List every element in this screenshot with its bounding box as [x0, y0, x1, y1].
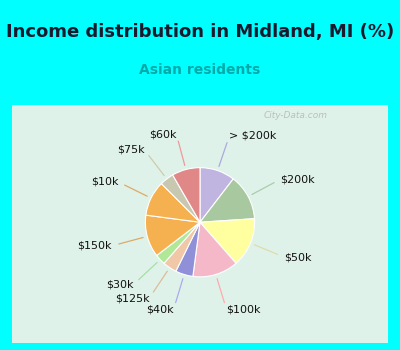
Text: $30k: $30k: [106, 280, 133, 290]
Text: $150k: $150k: [77, 241, 112, 251]
Text: $125k: $125k: [115, 293, 149, 303]
Wedge shape: [200, 219, 254, 263]
Text: > $200k: > $200k: [229, 131, 277, 141]
Wedge shape: [200, 179, 254, 222]
Text: $40k: $40k: [146, 304, 174, 315]
Text: $100k: $100k: [226, 304, 261, 315]
Wedge shape: [146, 184, 200, 222]
Text: City-Data.com: City-Data.com: [264, 111, 328, 120]
Text: $10k: $10k: [91, 177, 118, 187]
Wedge shape: [173, 168, 200, 222]
Wedge shape: [200, 168, 233, 222]
Wedge shape: [157, 222, 200, 263]
Text: $75k: $75k: [117, 145, 144, 155]
Text: $200k: $200k: [280, 174, 315, 184]
Text: Income distribution in Midland, MI (%): Income distribution in Midland, MI (%): [6, 22, 394, 41]
Text: $50k: $50k: [284, 252, 312, 262]
Text: Asian residents: Asian residents: [139, 63, 261, 77]
Text: $60k: $60k: [149, 129, 176, 139]
Wedge shape: [176, 222, 200, 276]
Wedge shape: [161, 175, 200, 222]
Wedge shape: [164, 222, 200, 271]
Wedge shape: [193, 222, 236, 277]
Wedge shape: [146, 215, 200, 256]
